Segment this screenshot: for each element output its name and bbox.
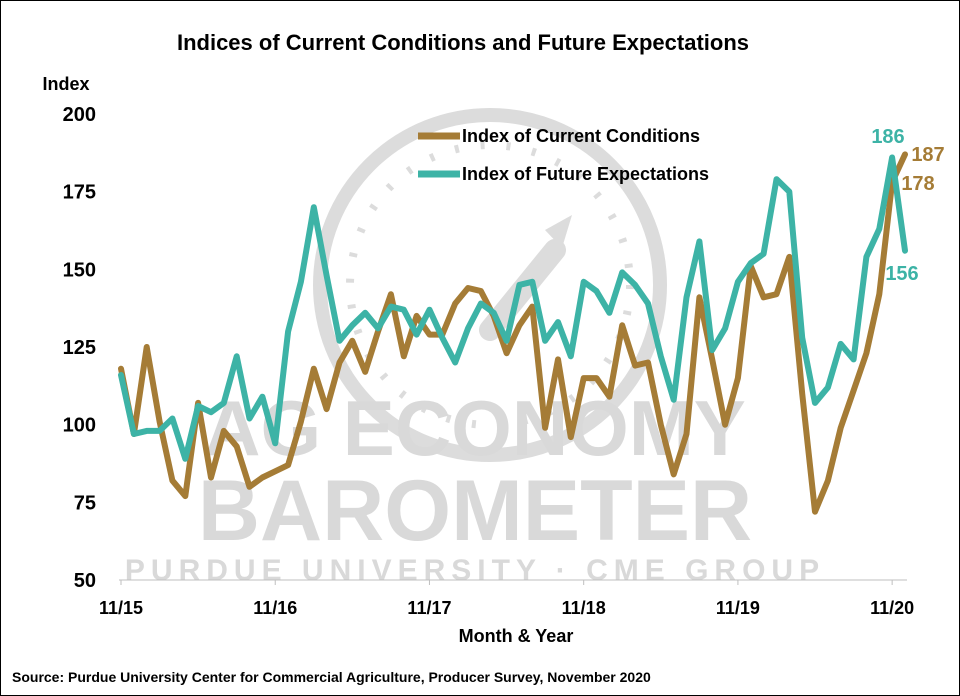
y-tick-label: 125: [63, 337, 96, 359]
x-tick-label: 11/16: [253, 598, 297, 618]
x-tick-label: 11/15: [99, 598, 143, 618]
series-line-future-expectations: [118, 154, 908, 462]
series-line-current-conditions: [118, 151, 908, 515]
x-tick-marks: [120, 580, 893, 585]
x-tick-label: 11/19: [716, 598, 760, 618]
y-tick-label: 175: [63, 182, 96, 204]
y-tick-label: 100: [63, 415, 96, 437]
x-tick-label: 11/20: [870, 598, 914, 618]
end-label-future-last: 156: [885, 263, 918, 285]
end-label-future-peak: 186: [871, 126, 904, 148]
source-note: Source: Purdue University Center for Com…: [12, 669, 651, 685]
chart-title: Indices of Current Conditions and Future…: [177, 30, 749, 55]
end-label-current-peak: 187: [911, 144, 944, 166]
y-tick-label: 150: [63, 259, 96, 281]
x-tick-label: 11/17: [407, 598, 451, 618]
series-layer: [118, 151, 908, 515]
y-tick-labels: 50 75 100 125 150 175 200: [63, 104, 96, 592]
legend: Index of Current Conditions Index of Fut…: [418, 126, 709, 184]
end-label-current-prev: 178: [901, 173, 934, 195]
y-tick-label: 200: [63, 104, 96, 126]
watermark-line2: BAROMETER: [198, 463, 752, 559]
x-tick-label: 11/18: [562, 598, 606, 618]
watermark-gauge-icon: [313, 108, 667, 462]
y-tick-label: 75: [74, 492, 96, 514]
legend-label-current: Index of Current Conditions: [462, 126, 700, 146]
y-axis-label: Index: [42, 74, 89, 94]
x-tick-labels: 11/15 11/16 11/17 11/18 11/19 11/20: [99, 598, 914, 618]
x-axis-label: Month & Year: [459, 626, 574, 646]
watermark-line3: PURDUE UNIVERSITY · CME GROUP: [125, 554, 825, 587]
watermark: AG ECONOMY BAROMETER PURDUE UNIVERSITY ·…: [125, 108, 825, 587]
y-tick-label: 50: [74, 570, 96, 592]
legend-label-future: Index of Future Expectations: [462, 164, 709, 184]
